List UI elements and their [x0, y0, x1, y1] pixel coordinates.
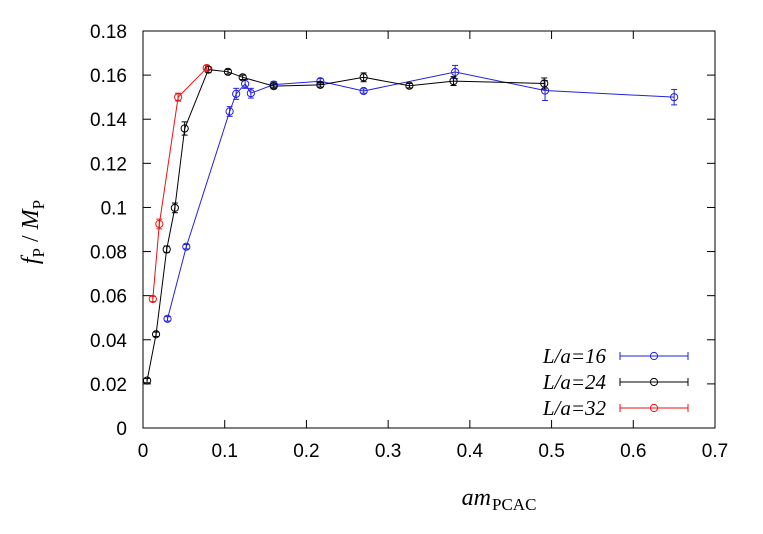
tick-labels: 0 0.1 0.2 0.3 0.4 0.5 0.6 0.7 0 0.02 0.04 0.06 0.08 0… — [90, 22, 728, 462]
series-line — [146, 69, 545, 381]
x-tick-label: 0.4 — [457, 441, 484, 462]
data-point — [238, 73, 247, 82]
y-label-m-sub: P — [29, 200, 48, 209]
data-point — [155, 219, 164, 229]
data-point — [182, 242, 191, 251]
data-point — [202, 63, 211, 73]
series-layer — [142, 63, 679, 385]
data-point — [162, 245, 171, 254]
series-l-a-32 — [148, 63, 211, 304]
data-point — [449, 76, 458, 86]
x-tick-label: 0.1 — [212, 441, 238, 462]
x-tick-label: 0.5 — [538, 441, 564, 462]
series-l-a-24 — [142, 65, 549, 385]
y-tick-label: 0.08 — [90, 243, 127, 264]
x-tick-label: 0.2 — [293, 441, 319, 462]
x-tick-label: 0 — [138, 441, 149, 462]
series-l-a-16 — [163, 64, 679, 323]
x-tick-label: 0.6 — [620, 441, 646, 462]
tick-marks — [142, 30, 716, 429]
plot-frame — [142, 30, 716, 429]
y-tick-label: 0.14 — [90, 110, 127, 131]
data-point — [451, 67, 460, 77]
y-tick-label: 0.18 — [90, 22, 127, 43]
data-point — [359, 86, 368, 96]
legend-label: L/a=24 — [542, 370, 607, 394]
series-line — [152, 67, 208, 300]
y-tick-label: 0.16 — [90, 66, 127, 87]
y-tick-label: 0.06 — [90, 287, 127, 308]
y-tick-label: 0.1 — [101, 198, 127, 219]
data-point — [246, 89, 255, 98]
x-tick-label: 0.3 — [375, 441, 401, 462]
y-axis-label: fP / MP — [18, 200, 48, 264]
data-point — [174, 93, 183, 102]
x-tick-label: 0.7 — [702, 441, 728, 462]
legend-entry: L/a=24 — [542, 370, 689, 394]
y-label-f-sub: P — [29, 248, 48, 257]
x-axis-label-sub: PCAC — [492, 495, 536, 514]
x-axis-label-sub-text: PCAC — [492, 495, 536, 514]
data-point — [223, 67, 233, 76]
y-label-sep: / — [18, 229, 44, 248]
series-line — [167, 71, 675, 319]
svg-text:fP / MP: fP / MP — [18, 200, 48, 264]
legend-label: L/a=16 — [542, 344, 607, 368]
data-point — [269, 82, 278, 91]
legend-marker — [649, 351, 659, 361]
data-point — [540, 79, 549, 88]
data-point — [359, 73, 368, 82]
legend-entry: L/a=16 — [542, 344, 689, 368]
data-point — [180, 124, 189, 133]
x-axis-label: am — [462, 485, 491, 511]
legend: L/a=16L/a=24L/a=32 — [542, 344, 689, 420]
legend-marker — [649, 377, 659, 387]
y-tick-label: 0.02 — [90, 375, 127, 396]
data-point — [163, 314, 172, 323]
legend-entry: L/a=32 — [542, 396, 689, 420]
data-point — [316, 80, 325, 89]
data-point — [232, 89, 241, 98]
x-axis-label-main: am — [462, 485, 491, 511]
legend-label: L/a=32 — [542, 396, 607, 420]
data-point — [142, 376, 152, 385]
y-tick-label: 0.04 — [90, 331, 127, 352]
y-label-m: M — [18, 207, 44, 230]
data-point — [170, 203, 179, 212]
data-point — [670, 93, 679, 102]
y-label-f: f — [18, 254, 44, 264]
data-point — [405, 81, 414, 90]
data-point — [225, 107, 234, 116]
data-point — [148, 294, 157, 304]
data-point — [151, 330, 161, 339]
legend-marker — [649, 403, 659, 413]
y-tick-label: 0.12 — [90, 154, 127, 175]
y-tick-label: 0 — [116, 419, 127, 440]
